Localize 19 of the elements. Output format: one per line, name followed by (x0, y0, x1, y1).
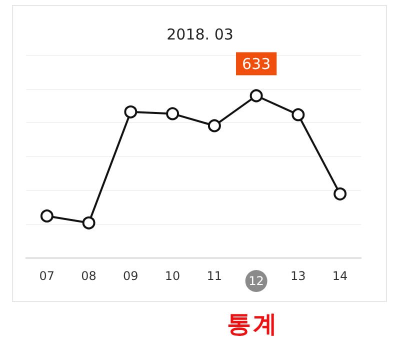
x-tick-label: 11 (206, 269, 222, 283)
point (292, 108, 305, 122)
x-tick-label: 09 (123, 269, 138, 283)
chart-title: 2018. 03 (166, 26, 234, 44)
x-tick-label: 14 (332, 269, 348, 283)
data-label: 633 (242, 54, 271, 73)
x-tick-label: 10 (164, 269, 180, 283)
point (334, 187, 347, 200)
point (40, 209, 54, 222)
x-tick-label: 12 (248, 274, 264, 288)
point (208, 119, 221, 132)
text: 통계 (226, 309, 280, 340)
x-tick-label: 13 (290, 269, 306, 283)
point (124, 105, 138, 118)
point (82, 216, 96, 230)
x-tick-label: 08 (81, 269, 96, 283)
point (166, 107, 180, 120)
point (250, 89, 263, 102)
x-tick-label: 07 (39, 269, 55, 283)
